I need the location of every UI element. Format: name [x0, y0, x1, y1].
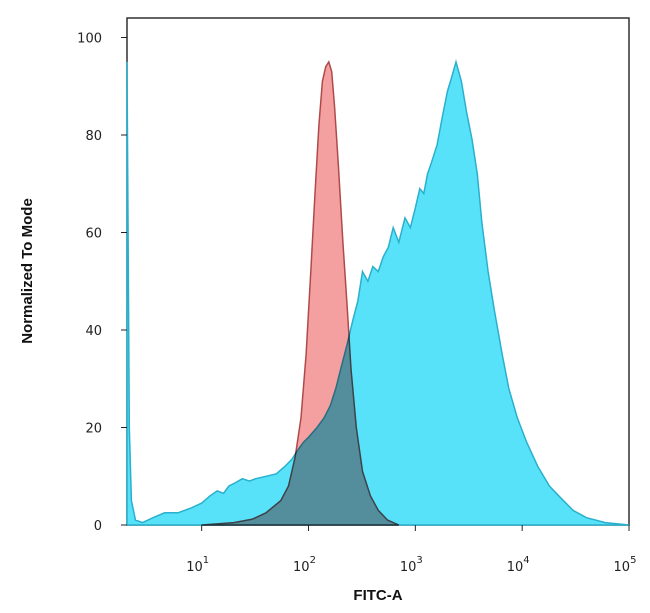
x-tick-label: 103: [400, 555, 423, 575]
plot-area: [126, 17, 630, 526]
y-tick-label: 80: [85, 129, 102, 144]
y-tick-label: 40: [85, 324, 102, 339]
x-axis-ticks: 101 102 103 104 105: [186, 525, 636, 575]
x-tick-label: 101: [186, 555, 209, 575]
x-axis-title: FITC-A: [353, 587, 402, 604]
y-tick-label: 60: [85, 227, 102, 242]
series-area-2: [201, 60, 400, 526]
y-axis-title: Normalized To Mode: [19, 198, 36, 344]
x-tick-label: 102: [293, 555, 316, 575]
y-tick-label: 100: [77, 32, 102, 47]
x-tick-label: 105: [614, 555, 637, 575]
series-layer: [126, 59, 630, 526]
series-area-1: [126, 59, 630, 526]
y-axis-ticks: 0 20 40 60 80 100: [77, 32, 127, 534]
y-tick-label: 20: [85, 422, 102, 437]
x-tick-label: 104: [507, 555, 530, 575]
y-tick-label: 0: [94, 519, 102, 534]
